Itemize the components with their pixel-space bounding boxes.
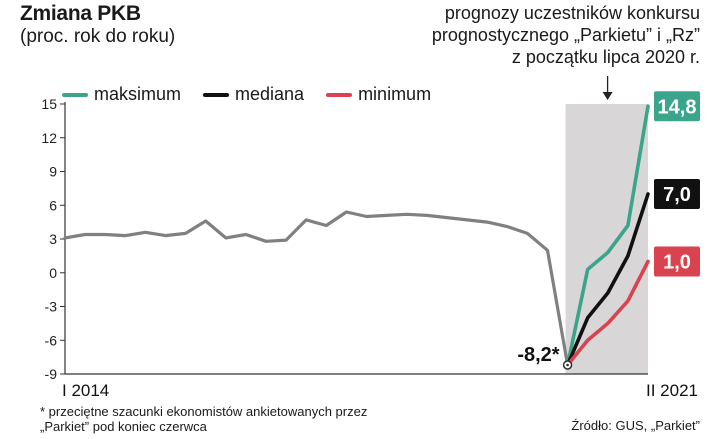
end-badge-1 xyxy=(654,179,700,209)
end-badge-0 xyxy=(654,91,700,122)
y-tick-label: 3 xyxy=(49,231,57,247)
source-note: Źródło: GUS, „Parkiet” xyxy=(571,418,700,433)
series-line-mediana xyxy=(565,192,650,367)
y-tick-label: -9 xyxy=(45,366,58,382)
end-badge-label-0: 14,8 xyxy=(658,96,697,118)
chart-subtitle: (proc. rok do roku) xyxy=(20,26,176,47)
y-tick-label: 12 xyxy=(41,130,57,146)
end-badge-label-1: 7,0 xyxy=(663,184,691,206)
end-badge-2 xyxy=(654,246,700,277)
y-tick-label: 9 xyxy=(49,164,57,180)
forecast-note: prognozy uczestników konkursu prognostyc… xyxy=(360,2,700,68)
chart-title: Zmiana PKB xyxy=(20,2,141,25)
legend-swatch-mediana xyxy=(203,92,230,97)
trough-marker-dot xyxy=(566,363,569,367)
legend-label-minimum: minimum xyxy=(358,84,432,104)
forecast-note-line-3: z początku lipca 2020 r. xyxy=(511,47,700,67)
y-tick-label: 6 xyxy=(49,197,57,213)
y-tick-label: 0 xyxy=(49,265,57,281)
y-tick-label: -6 xyxy=(45,332,58,348)
legend-item-maksimum: maksimum xyxy=(62,84,181,105)
chart-legend: maksimum mediana minimum xyxy=(62,84,431,105)
y-tick-label: 15 xyxy=(41,96,57,112)
x-tick-label-start: I 2014 xyxy=(62,381,109,400)
x-tick-label-end: II 2021 xyxy=(646,381,698,400)
series-line-history xyxy=(63,210,570,367)
forecast-band xyxy=(565,104,648,374)
trough-label: -8,2* xyxy=(517,344,559,366)
forecast-note-line-1: prognozy uczestników konkursu xyxy=(444,3,700,23)
y-tick-label: -3 xyxy=(45,299,58,315)
legend-label-mediana: mediana xyxy=(235,84,305,104)
legend-item-minimum: minimum xyxy=(326,84,431,105)
legend-item-mediana: mediana xyxy=(203,84,304,105)
series-line-maksimum xyxy=(565,104,650,367)
footnote: * przeciętne szacunki ekonomistów ankiet… xyxy=(40,404,368,434)
legend-label-maksimum: maksimum xyxy=(94,84,182,104)
end-badge-label-2: 1,0 xyxy=(663,252,691,274)
forecast-arrow-head xyxy=(602,92,613,100)
legend-swatch-minimum xyxy=(326,92,353,97)
series-line-minimum xyxy=(565,259,650,367)
legend-swatch-maksimum xyxy=(62,92,88,97)
forecast-note-line-2: prognostycznego „Parkietu” i „Rz” xyxy=(431,25,700,45)
